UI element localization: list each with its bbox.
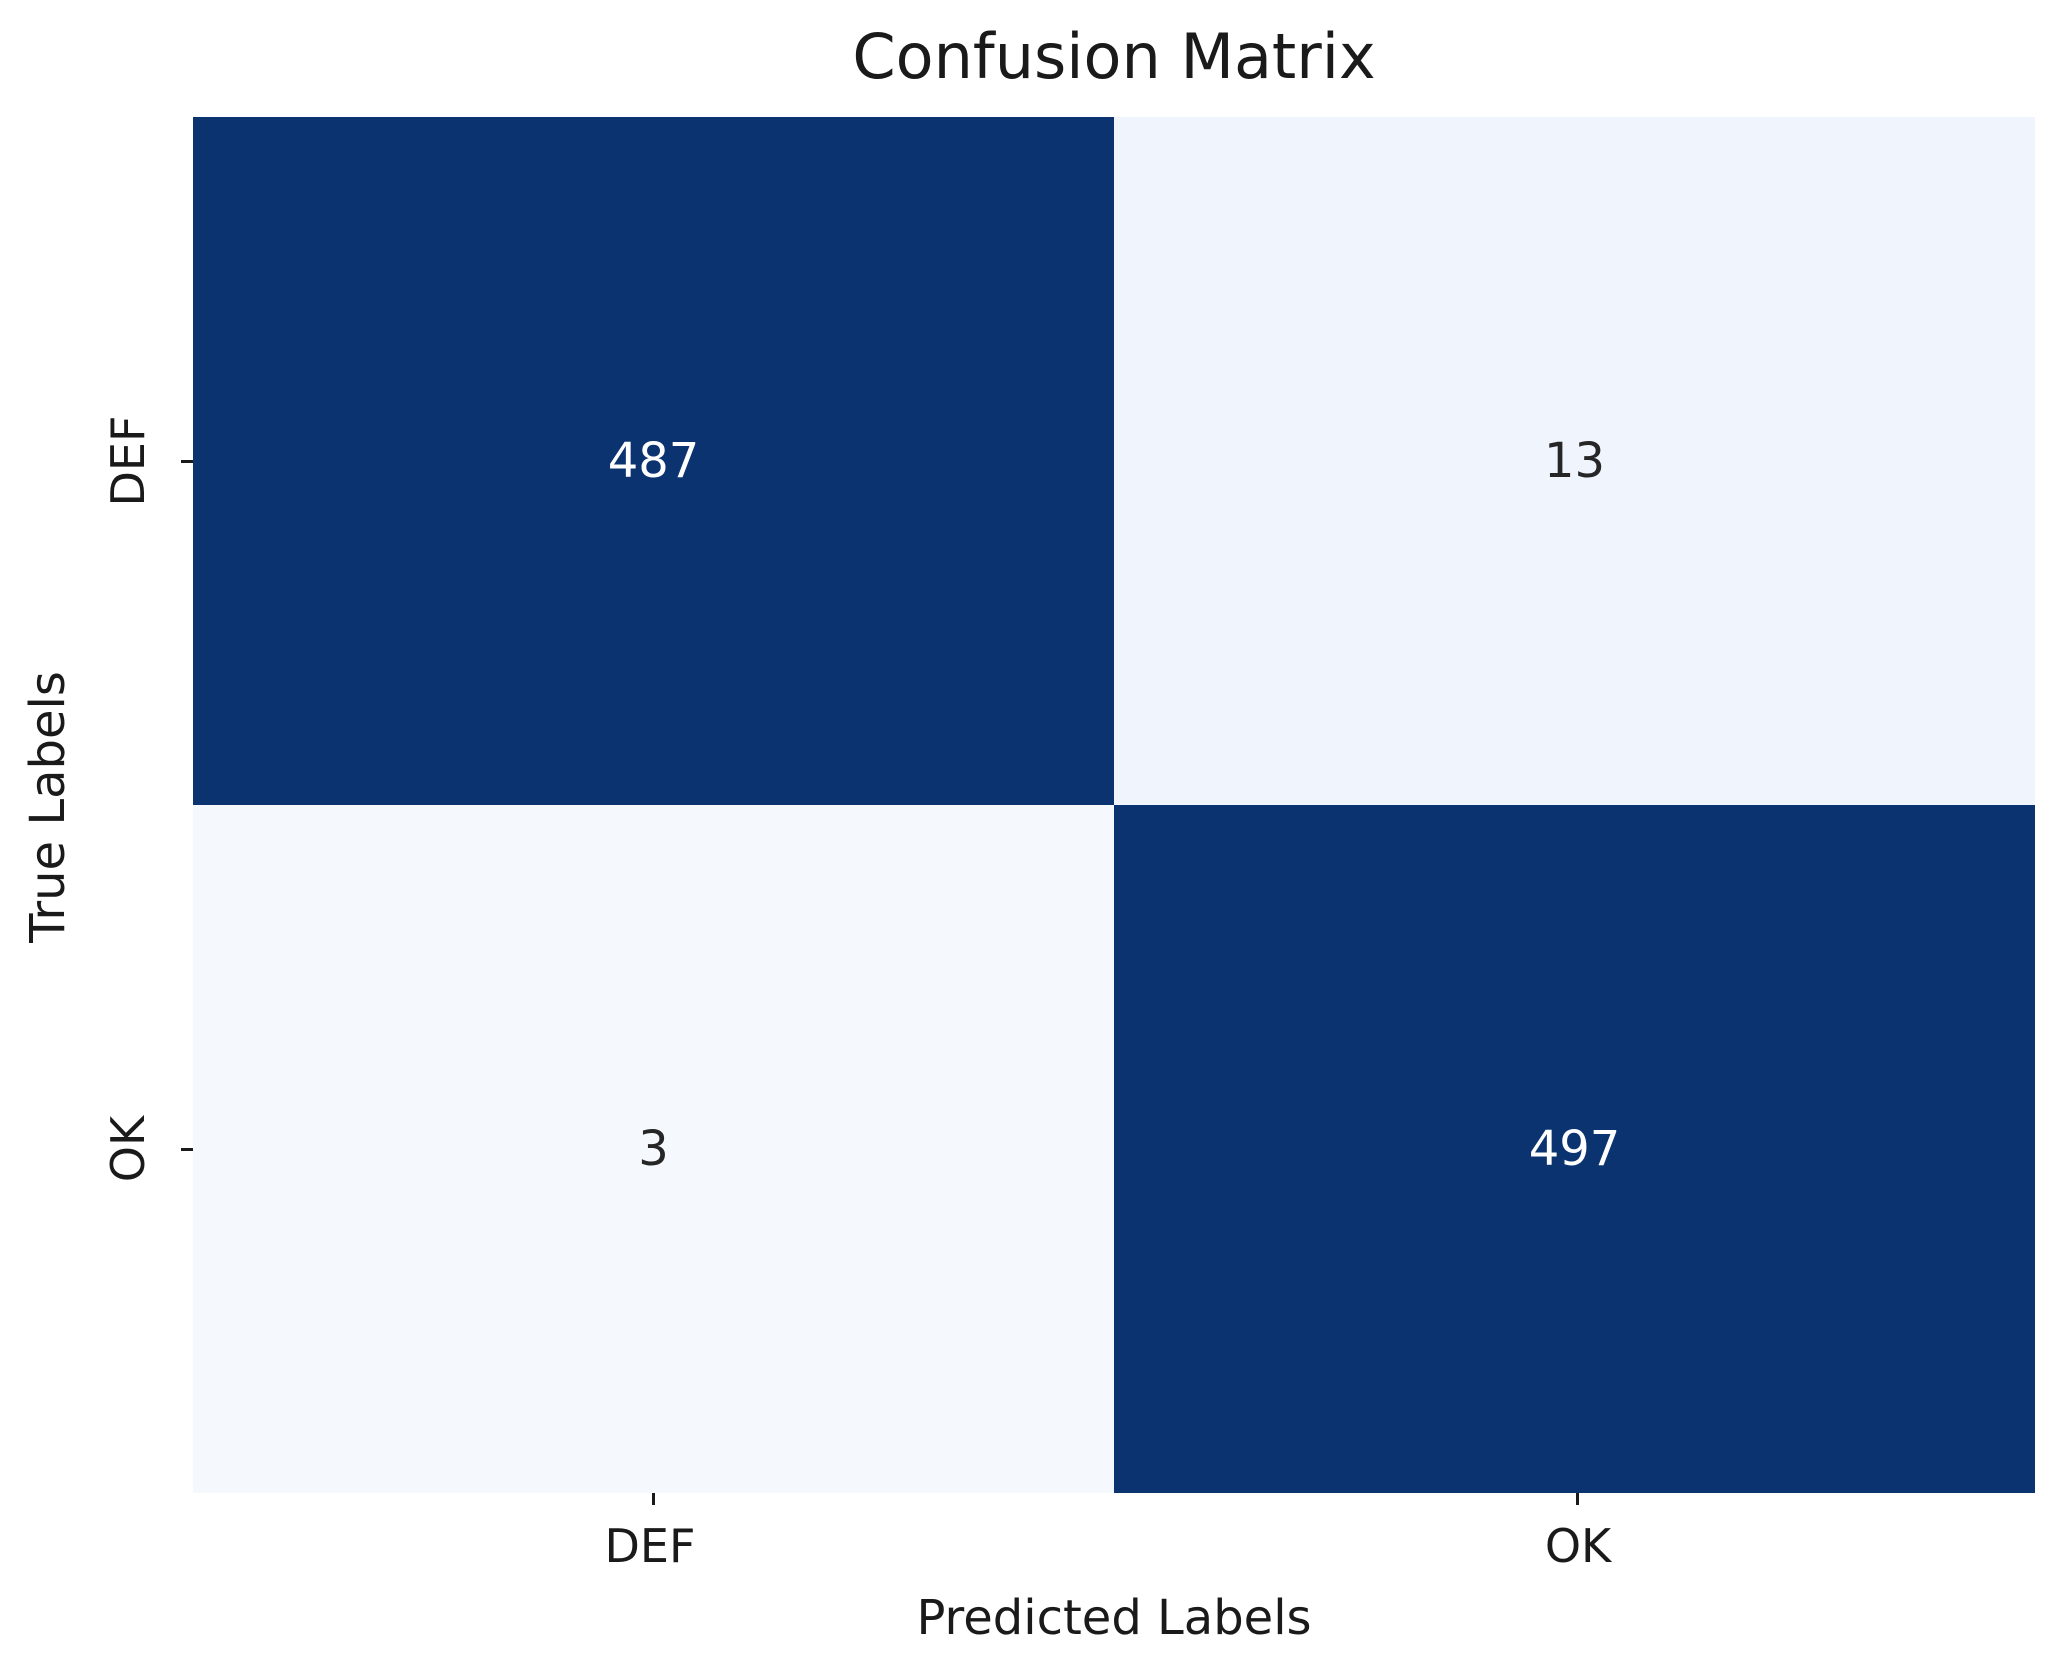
x-tick-mark-ok xyxy=(1576,1493,1579,1505)
y-tick-label-def: DEF xyxy=(101,415,155,507)
x-axis-label: Predicted Labels xyxy=(916,1590,1312,1646)
heatmap-cell-true-def-pred-def: 487 xyxy=(193,117,1114,805)
x-tick-label-def: DEF xyxy=(604,1519,696,1573)
x-tick-mark-def xyxy=(652,1493,655,1505)
y-tick-mark-def xyxy=(181,460,193,463)
chart-title: Confusion Matrix xyxy=(852,20,1376,93)
x-tick-label-ok: OK xyxy=(1544,1519,1612,1573)
heatmap-cell-true-ok-pred-ok: 497 xyxy=(1114,805,2035,1493)
heatmap-grid: 487 13 3 497 xyxy=(193,117,2035,1493)
y-axis-label: True Labels xyxy=(20,671,76,943)
y-tick-label-ok: OK xyxy=(101,1115,155,1183)
y-tick-mark-ok xyxy=(181,1148,193,1151)
heatmap-cell-true-ok-pred-def: 3 xyxy=(193,805,1114,1493)
heatmap-cell-true-def-pred-ok: 13 xyxy=(1114,117,2035,805)
